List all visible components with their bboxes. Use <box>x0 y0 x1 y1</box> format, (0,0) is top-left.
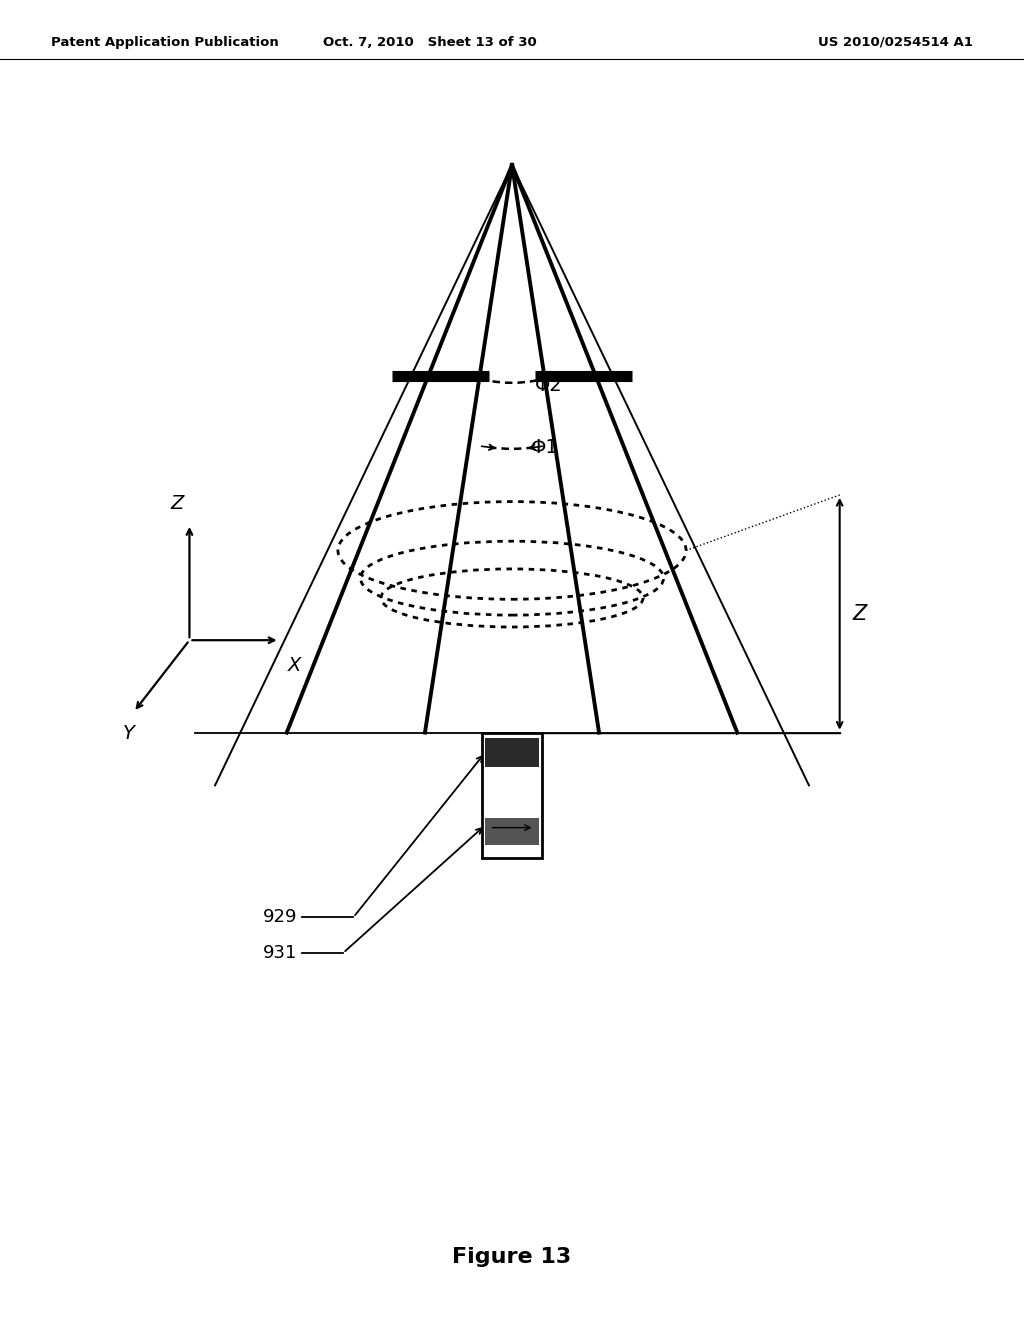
Text: Z: Z <box>852 603 866 624</box>
Text: Y: Y <box>123 723 135 743</box>
Bar <box>485 818 539 845</box>
Text: Patent Application Publication: Patent Application Publication <box>51 36 279 49</box>
Text: Oct. 7, 2010   Sheet 13 of 30: Oct. 7, 2010 Sheet 13 of 30 <box>324 36 537 49</box>
Text: Figure 13: Figure 13 <box>453 1246 571 1267</box>
Text: Φ2: Φ2 <box>535 376 562 395</box>
Text: US 2010/0254514 A1: US 2010/0254514 A1 <box>818 36 973 49</box>
Bar <box>485 738 539 767</box>
Bar <box>482 733 542 858</box>
Text: Φ1: Φ1 <box>530 438 558 457</box>
Text: 929: 929 <box>262 908 297 927</box>
Text: 931: 931 <box>262 944 297 962</box>
Text: X: X <box>288 656 301 675</box>
Text: Z: Z <box>170 495 184 513</box>
